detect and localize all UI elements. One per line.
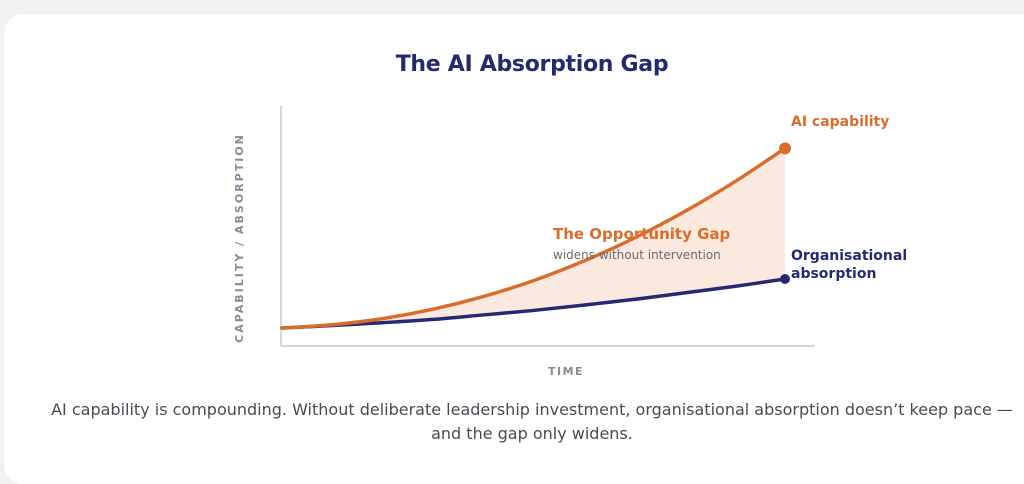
chart-svg: AI capability Organisational absorption The… bbox=[233, 106, 907, 378]
series-line-organisational-absorption bbox=[280, 277, 787, 330]
chart-card bbox=[4, 14, 1024, 484]
chart-caption: AI capability is compounding. Without de… bbox=[51, 400, 1013, 443]
series-label-ai-capability: AI capability bbox=[791, 114, 889, 130]
annotation-opportunity-gap: The Opportunity Gap bbox=[553, 225, 731, 243]
opportunity-gap-area bbox=[282, 148, 785, 328]
series-line-ai-capability bbox=[280, 146, 787, 330]
organisational-absorption-end-point bbox=[780, 274, 790, 284]
x-axis-label: TIME bbox=[548, 365, 584, 378]
chart-title: The AI Absorption Gap bbox=[395, 52, 669, 77]
y-axis-label: CAPABILITY / ABSORPTION bbox=[233, 133, 246, 343]
plot-area: AI capability Organisational absorption The… bbox=[233, 106, 907, 378]
ai-capability-end-point bbox=[779, 142, 791, 155]
annotation-subtitle: widens without intervention bbox=[553, 248, 721, 262]
series-label-organisational-absorption: Organisational absorption bbox=[791, 248, 907, 282]
